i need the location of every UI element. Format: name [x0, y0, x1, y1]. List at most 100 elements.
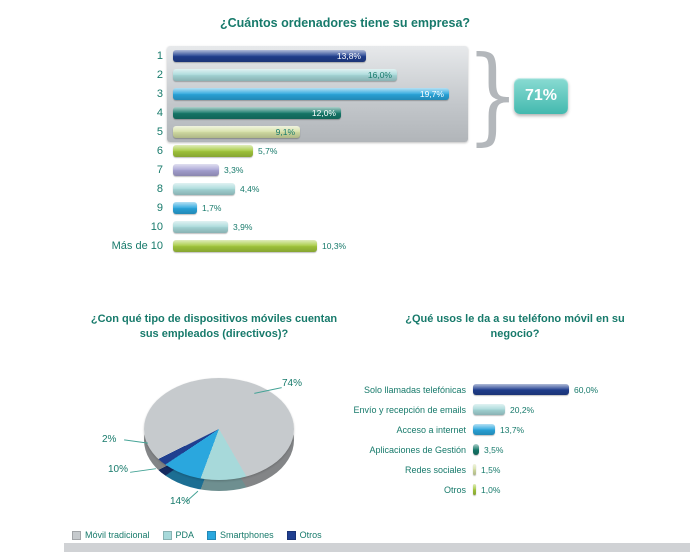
value-label: 1,5% — [481, 464, 501, 475]
value-label: 19,7% — [419, 88, 444, 99]
bar-track: 3,9% — [173, 220, 252, 233]
value-label: 60,0% — [574, 384, 599, 395]
legend-label: Otros — [299, 530, 322, 540]
computers-row-1: 1 13,8% — [0, 46, 690, 65]
value-label: 4,4% — [240, 183, 260, 194]
value-bar — [173, 163, 219, 176]
category-label: 5 — [156, 125, 163, 138]
usage-row: Aplicaciones de Gestión 3,5% — [350, 440, 680, 460]
usage-row: Otros 1,0% — [350, 480, 680, 500]
pie-legend: Móvil tradicional PDA Smartphones Otros — [72, 530, 322, 540]
usage-row-label: Aplicaciones de Gestión — [369, 444, 466, 455]
category-label: 9 — [156, 201, 163, 214]
value-bar: 16,0% — [173, 68, 397, 81]
value-label: 20,2% — [510, 404, 535, 415]
value-label: 1,0% — [481, 484, 501, 495]
value-label: 1,7% — [202, 202, 222, 213]
category-label: 6 — [156, 144, 163, 157]
category-label: 3 — [156, 87, 163, 100]
value-bar — [173, 239, 317, 252]
value-bar — [473, 444, 479, 456]
footer-strip — [64, 543, 690, 552]
value-bar — [173, 220, 228, 233]
computers-rows: 1 13,8% 2 16,0% 3 19,7% 4 12,0% 5 9,1% 6 5,7% 7 3,3% 8… — [0, 46, 690, 255]
pie-label-pda: 14% — [170, 496, 191, 507]
computers-row-2: 2 16,0% — [0, 65, 690, 84]
legend-label: PDA — [175, 530, 195, 540]
pie — [144, 378, 294, 496]
usage-row-label: Otros — [443, 484, 466, 495]
usage-row-label: Envío y recepción de emails — [353, 404, 466, 415]
bar-track: 1,0% — [473, 483, 500, 496]
legend-label: Móvil tradicional — [85, 530, 150, 540]
computers-row-10: 10 3,9% — [0, 217, 690, 236]
value-bar — [173, 144, 253, 157]
value-label: 3,3% — [224, 164, 244, 175]
value-bar — [473, 484, 476, 496]
computers-row-8: 8 4,4% — [0, 179, 690, 198]
usage-chart: ¿Qué usos le da a su teléfono móvil en s… — [350, 312, 680, 500]
computers-row-4: 4 12,0% — [0, 103, 690, 122]
value-bar: 9,1% — [173, 125, 300, 138]
usage-row-label: Redes sociales — [404, 464, 466, 475]
legend-swatch — [162, 530, 172, 540]
bar-track: 13,7% — [473, 423, 524, 436]
value-bar: 13,8% — [173, 49, 366, 62]
legend-swatch — [72, 530, 81, 540]
category-label: 1 — [156, 49, 163, 62]
value-label: 16,0% — [367, 69, 392, 80]
bar-track: 12,0% — [173, 106, 341, 119]
bar-track: 20,2% — [473, 403, 534, 416]
computers-row-7: 7 3,3% — [0, 160, 690, 179]
value-label: 12,0% — [311, 107, 336, 118]
pie-label-smartphones: 10% — [108, 464, 129, 475]
legend-item: PDA — [162, 530, 195, 540]
value-bar — [473, 424, 495, 436]
legend-item: Smartphones — [207, 530, 274, 540]
legend-item: Otros — [286, 530, 322, 540]
bar-track: 19,7% — [173, 87, 449, 100]
legend-item: Móvil tradicional — [72, 530, 150, 540]
bar-track: 9,1% — [173, 125, 300, 138]
computers-row-6: 6 5,7% — [0, 141, 690, 160]
computers-chart: ¿Cuántos ordenadores tiene su empresa? 1… — [0, 16, 690, 255]
value-bar — [173, 201, 197, 214]
bar-track: 4,4% — [173, 182, 259, 195]
bar-track: 13,8% — [173, 49, 366, 62]
bar-track: 1,7% — [173, 201, 221, 214]
value-bar — [173, 182, 235, 195]
category-label: 10 — [150, 220, 163, 233]
devices-pie-chart: ¿Con qué tipo de dispositivos móviles cu… — [58, 312, 370, 552]
value-label: 13,7% — [500, 424, 525, 435]
usage-rows: Solo llamadas telefónicas 60,0% Envío y re… — [350, 380, 680, 500]
pie-label-movil-tradicional: 74% — [282, 378, 303, 389]
value-bar — [473, 464, 476, 476]
usage-row-label: Solo llamadas telefónicas — [363, 384, 466, 395]
category-label: 2 — [156, 68, 163, 81]
pie-label-otros: 2% — [102, 434, 117, 445]
bar-track: 60,0% — [473, 383, 598, 396]
legend-swatch — [207, 530, 217, 540]
usage-row: Envío y recepción de emails 20,2% — [350, 400, 680, 420]
category-label: 8 — [156, 182, 163, 195]
usage-row: Acceso a internet 13,7% — [350, 420, 680, 440]
bar-track: 10,3% — [173, 239, 346, 252]
value-bar — [473, 384, 569, 396]
computers-chart-body: 1 13,8% 2 16,0% 3 19,7% 4 12,0% 5 9,1% 6 5,7% 7 3,3% 8… — [0, 40, 690, 255]
value-label: 10,3% — [322, 240, 347, 251]
pie-top — [144, 378, 294, 480]
bar-track: 5,7% — [173, 144, 277, 157]
category-label: 4 — [156, 106, 163, 119]
value-bar — [473, 404, 505, 416]
value-bar: 12,0% — [173, 106, 341, 119]
value-label: 13,8% — [336, 50, 361, 61]
value-label: 9,1% — [275, 126, 295, 137]
devices-chart-title: ¿Con qué tipo de dispositivos móviles cu… — [90, 313, 338, 340]
computers-row-9: 9 1,7% — [0, 198, 690, 217]
usage-row-label: Acceso a internet — [396, 424, 466, 435]
legend-swatch — [286, 530, 296, 540]
value-label: 3,9% — [233, 221, 253, 232]
bar-track: 3,3% — [173, 163, 243, 176]
highlight-badge: 71% — [514, 78, 568, 114]
